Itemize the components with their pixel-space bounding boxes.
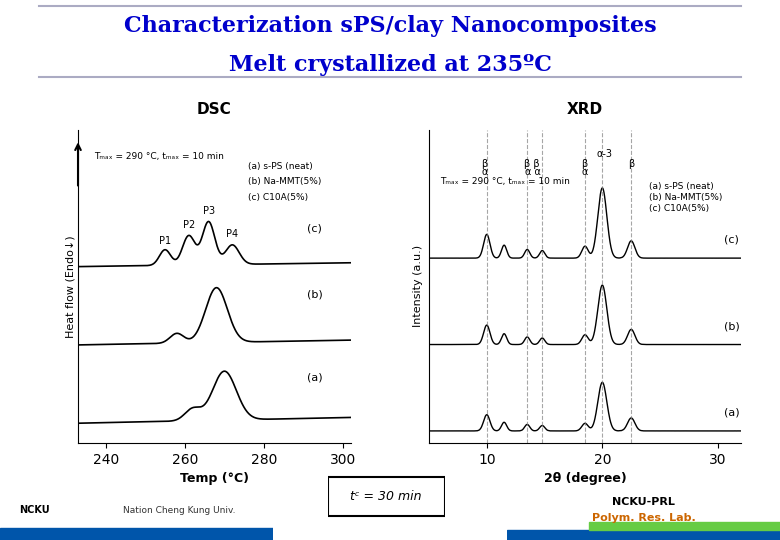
- Text: β: β: [582, 159, 588, 170]
- Text: α-3: α-3: [597, 148, 612, 159]
- FancyBboxPatch shape: [328, 477, 445, 516]
- Text: α: α: [582, 167, 588, 177]
- Text: tᶜ = 30 min: tᶜ = 30 min: [350, 490, 422, 503]
- Text: (c): (c): [724, 235, 739, 245]
- Text: (a) s-PS (neat): (a) s-PS (neat): [648, 182, 713, 191]
- Text: NCKU-PRL: NCKU-PRL: [612, 497, 675, 507]
- Text: XRD: XRD: [567, 102, 603, 117]
- Text: NCKU: NCKU: [20, 505, 50, 515]
- Text: β β: β β: [523, 159, 540, 170]
- Text: P4: P4: [226, 229, 239, 239]
- Text: P1: P1: [159, 236, 172, 246]
- X-axis label: Temp (°C): Temp (°C): [180, 472, 249, 485]
- Bar: [507, 530, 780, 540]
- Text: Polym. Res. Lab.: Polym. Res. Lab.: [591, 514, 696, 523]
- X-axis label: 2θ (degree): 2θ (degree): [544, 472, 626, 485]
- Text: Nation Cheng Kung Univ.: Nation Cheng Kung Univ.: [123, 506, 236, 515]
- Y-axis label: Intensity (a.u.): Intensity (a.u.): [413, 245, 424, 327]
- Text: P2: P2: [183, 220, 195, 229]
- Bar: [0, 528, 273, 540]
- Text: β: β: [481, 159, 488, 170]
- Text: α α: α α: [525, 167, 541, 177]
- Text: (a): (a): [307, 373, 323, 383]
- Text: DSC: DSC: [197, 102, 232, 117]
- Text: (a) s-PS (neat): (a) s-PS (neat): [248, 162, 313, 171]
- Text: P3: P3: [203, 206, 215, 215]
- Text: (c): (c): [307, 223, 322, 233]
- Text: α: α: [481, 167, 488, 177]
- Text: (b) Na-MMT(5%): (b) Na-MMT(5%): [648, 193, 722, 202]
- Text: Characterization sPS/clay Nanocomposites: Characterization sPS/clay Nanocomposites: [124, 15, 656, 37]
- Text: (b): (b): [724, 321, 739, 332]
- Text: (c) C10A(5%): (c) C10A(5%): [248, 193, 308, 202]
- Text: β: β: [628, 159, 634, 170]
- Text: Melt crystallized at 235ºC: Melt crystallized at 235ºC: [229, 55, 551, 76]
- Text: Tₘₐₓ = 290 °C, tₘₐₓ = 10 min: Tₘₐₓ = 290 °C, tₘₐₓ = 10 min: [441, 177, 570, 186]
- Text: Tₘₐₓ = 290 °C, tₘₐₓ = 10 min: Tₘₐₓ = 290 °C, tₘₐₓ = 10 min: [94, 152, 224, 161]
- Y-axis label: Heat flow (Endo↓): Heat flow (Endo↓): [66, 235, 75, 338]
- Text: (a): (a): [724, 408, 739, 418]
- Bar: [589, 522, 780, 530]
- Text: (b): (b): [307, 289, 323, 300]
- Text: (b) Na-MMT(5%): (b) Na-MMT(5%): [248, 178, 321, 186]
- Text: (c) C10A(5%): (c) C10A(5%): [648, 204, 709, 213]
